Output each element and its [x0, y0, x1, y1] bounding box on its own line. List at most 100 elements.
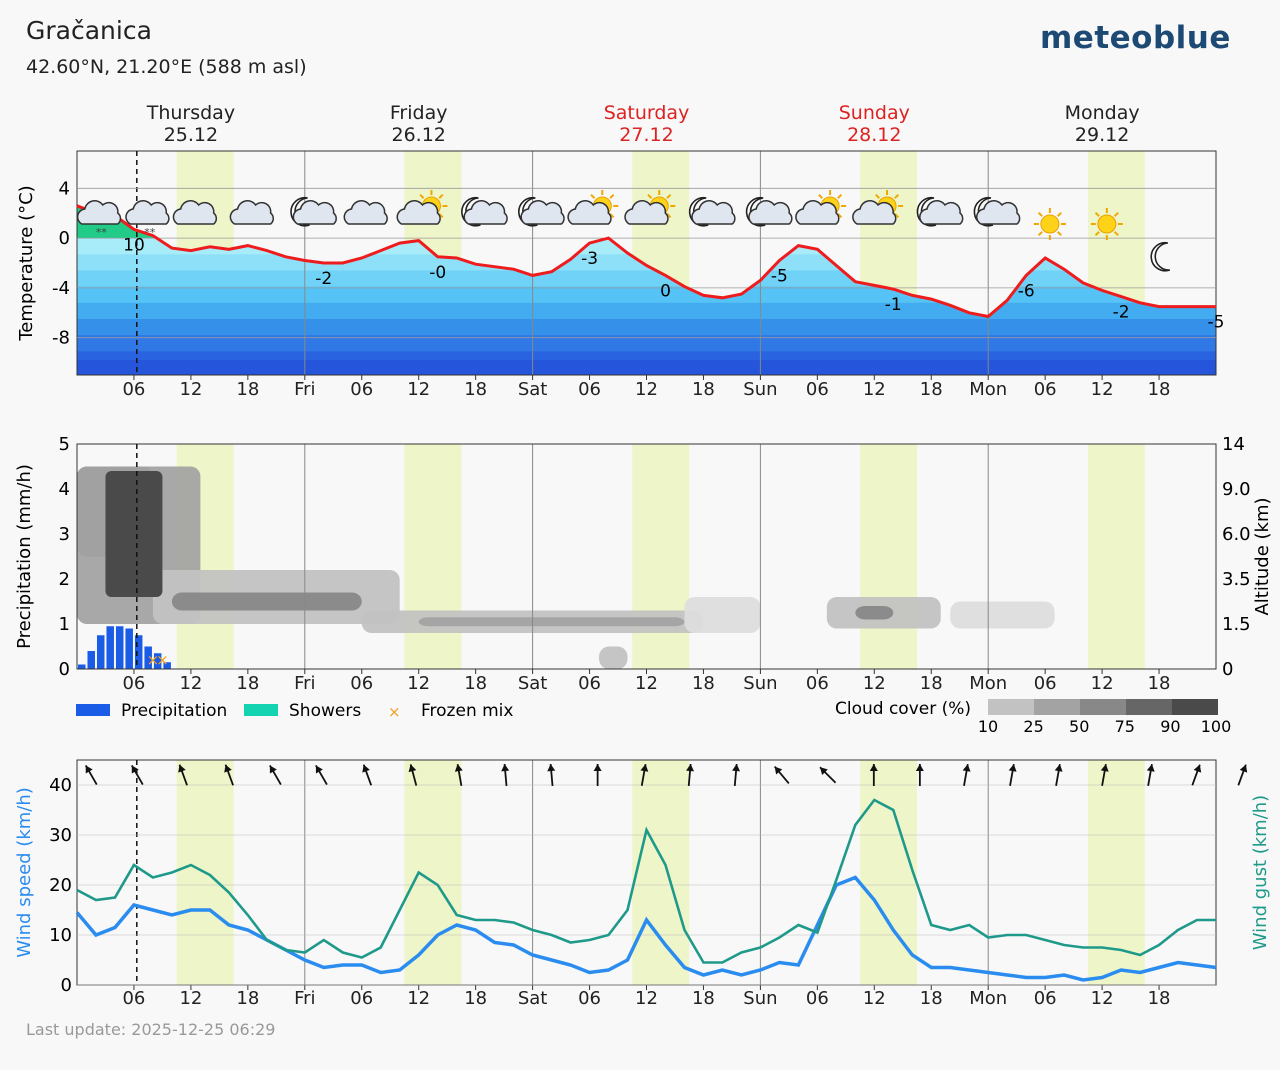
- sun-cloud-icon: [852, 190, 904, 225]
- sun-icon: [1033, 208, 1066, 240]
- x-tick-label: 18: [692, 379, 715, 400]
- x-tick-label: Mon: [969, 379, 1007, 400]
- x-tick-label: 18: [920, 988, 943, 1009]
- sun-ray: [837, 193, 843, 199]
- x-tick-label: 12: [1091, 379, 1114, 400]
- snow-mark: **: [96, 226, 108, 239]
- snow-mark: **: [144, 226, 156, 239]
- y-tick-label: -8: [52, 328, 70, 349]
- cloud-cover-block: [171, 592, 362, 611]
- temp-band: [77, 319, 1216, 336]
- cloud-cover-block: [418, 617, 685, 627]
- sun-ray: [1056, 231, 1062, 237]
- cloud-cover-legend-title: Cloud cover (%): [835, 699, 971, 719]
- frozen-mix-legend-marker: ×: [388, 703, 401, 721]
- sun-cloud-icon: [567, 190, 619, 225]
- x-tick-label: 12: [179, 673, 202, 694]
- y-tick-label: 40: [49, 775, 72, 796]
- x-tick-label: 12: [407, 988, 430, 1009]
- wind-direction-arrow: [640, 764, 649, 786]
- arrow-head: [85, 765, 93, 774]
- sun-icon: [1090, 208, 1123, 240]
- temp-band: [77, 335, 1216, 352]
- wind-direction-arrow: [915, 764, 924, 786]
- day-name: Sunday: [839, 102, 910, 124]
- x-tick-label: 06: [1034, 379, 1057, 400]
- sun-ray: [419, 193, 425, 199]
- y-tick-label: 20: [49, 875, 72, 896]
- arrow-head: [1193, 764, 1202, 773]
- arrow-head: [774, 766, 783, 775]
- y-tick-label: 3: [59, 524, 70, 545]
- cloud-shape: [795, 200, 840, 225]
- x-tick-label: 18: [464, 673, 487, 694]
- arrow-head: [131, 765, 139, 774]
- arrow-head: [686, 764, 695, 772]
- sun-ray: [1056, 211, 1062, 217]
- x-tick-label: 06: [806, 379, 829, 400]
- arrow-head: [1146, 764, 1155, 772]
- wind-direction-arrow: [869, 764, 878, 786]
- day-name: Monday: [1065, 102, 1140, 124]
- temperature-value-label: -5: [771, 267, 788, 287]
- temp-band: [77, 360, 1216, 375]
- arrow-head: [1100, 764, 1109, 772]
- x-tick-label: 18: [236, 673, 259, 694]
- altitude-tick-label: 14: [1222, 434, 1245, 455]
- x-tick-label: 06: [122, 673, 145, 694]
- moon-cloud-icon: [461, 196, 508, 227]
- daylight-band: [404, 760, 462, 985]
- cloud-shape: [748, 200, 793, 225]
- sun-disc: [1097, 214, 1117, 234]
- sun-ray: [1037, 211, 1043, 217]
- brand-logo[interactable]: meteoblue: [1040, 20, 1231, 56]
- moon-cloud-icon: [973, 196, 1021, 227]
- cloud-cover-swatch: [1172, 699, 1218, 715]
- showers-legend-swatch: [244, 704, 278, 716]
- x-tick-label: 12: [635, 379, 658, 400]
- wind-direction-arrow: [269, 765, 282, 785]
- precipitation-bar: [163, 662, 171, 669]
- arrow-head: [593, 764, 602, 771]
- daylight-band: [632, 444, 690, 669]
- last-update: Last update: 2025-12-25 06:29: [26, 1020, 276, 1039]
- cloud-cover-legend: Cloud cover (%) 10 25 50 75 90 100: [835, 699, 1231, 736]
- cloud-cover-level-label: 50: [1069, 717, 1089, 736]
- sun-ray: [590, 193, 596, 199]
- x-tick-label: Fri: [294, 673, 315, 694]
- arrow-head: [362, 764, 370, 773]
- precipitation-bar: [144, 646, 152, 669]
- temperature-axis-label: Temperature (°C): [16, 185, 37, 341]
- x-tick-label: Fri: [294, 379, 315, 400]
- snow-rain-cloud-icon: **: [76, 200, 122, 239]
- arrow-head: [1239, 764, 1248, 773]
- wind-direction-arrow: [130, 765, 144, 785]
- x-tick-label: 06: [1034, 673, 1057, 694]
- sun-ray: [666, 213, 672, 219]
- temperature-value-label: -3: [581, 249, 598, 269]
- precipitation-panel: ××06 12 18 Fri 06 12 18 Sat 06 12 18 Sun 06 12 18 Mon 06…: [14, 434, 1273, 736]
- moon-cloud-icon: [916, 196, 964, 227]
- cloud-shape: [852, 200, 897, 225]
- x-tick-label: 18: [464, 379, 487, 400]
- arrow-head: [547, 764, 556, 772]
- precipitation-bar: [153, 653, 162, 669]
- moon-cloud-icon: [290, 196, 337, 227]
- moon-icon: [1150, 241, 1171, 272]
- y-tick-label: 10: [49, 925, 72, 946]
- cloud-shape: [292, 200, 337, 225]
- wind-direction-arrow: [501, 763, 510, 787]
- sun-ray: [1094, 231, 1100, 237]
- day-date: 27.12: [619, 124, 673, 146]
- cloud-cover-block: [105, 471, 163, 597]
- frozen-mix-marker: ×: [156, 651, 169, 669]
- cloud-shape: [463, 200, 508, 225]
- altitude-tick-label: 9.0: [1222, 479, 1251, 500]
- arrow-head: [454, 764, 463, 772]
- arrow-head: [1008, 764, 1017, 772]
- wind-direction-arrow: [593, 764, 602, 786]
- cloud-shape: [919, 200, 964, 225]
- x-tick-label: 18: [1148, 673, 1171, 694]
